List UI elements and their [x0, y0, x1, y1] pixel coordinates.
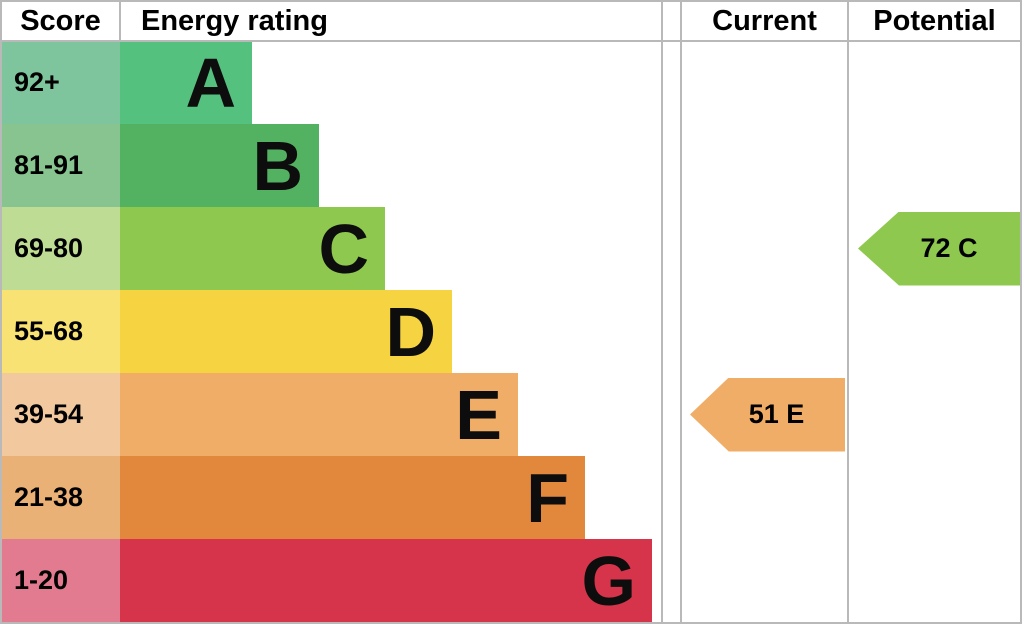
current-rating-label: 51 E [748, 399, 805, 429]
band-letter: C [318, 209, 369, 288]
band-row: 39-54 E [2, 373, 1020, 456]
band-score-cell: 92+ [2, 41, 120, 124]
rating-area-divider-line [661, 0, 663, 624]
band-score-label: 81-91 [14, 150, 84, 180]
band-score-label: 1-20 [14, 565, 69, 595]
band-score-cell: 21-38 [2, 456, 120, 539]
band-score-cell: 55-68 [2, 290, 120, 373]
score-header-divider-line [119, 0, 121, 42]
band-row: 92+ A [2, 41, 1020, 124]
score-column-header: Score [20, 5, 101, 37]
band-row: 21-38 F [2, 456, 1020, 539]
frame-bottom-border [0, 622, 1022, 624]
band-row: 69-80 C [2, 207, 1020, 290]
band-letter: A [185, 43, 236, 122]
band-letter: F [526, 458, 569, 537]
band-letter: D [385, 292, 436, 371]
band-row: 81-91 B [2, 124, 1020, 207]
band-bar: B [120, 124, 319, 207]
band-score-cell: 39-54 [2, 373, 120, 456]
frame-left-border [0, 0, 2, 624]
potential-rating-label: 72 C [920, 233, 978, 263]
band-score-label: 69-80 [14, 233, 84, 263]
band-score-label: 55-68 [14, 316, 84, 346]
band-bar: E [120, 373, 518, 456]
band-score-cell: 1-20 [2, 539, 120, 622]
band-letter: E [455, 375, 502, 454]
band-letter: G [581, 541, 636, 620]
band-score-label: 39-54 [14, 399, 84, 429]
energy-rating-column-header: Energy rating [141, 5, 328, 37]
frame-top-border [0, 0, 1022, 2]
current-column-header: Current [712, 5, 817, 37]
header-divider-line [0, 40, 1022, 42]
band-score-label: 21-38 [14, 482, 84, 512]
band-bar: D [120, 290, 452, 373]
current-column-divider-line [680, 0, 682, 624]
band-bar: G [120, 539, 652, 622]
potential-column-header: Potential [873, 5, 996, 37]
frame-right-border [1020, 0, 1022, 624]
band-bar: F [120, 456, 585, 539]
band-score-label: 92+ [14, 67, 60, 97]
potential-column-divider-line [847, 0, 849, 624]
band-bar: A [120, 41, 252, 124]
band-row: 1-20 G [2, 539, 1020, 622]
band-letter: B [252, 126, 303, 205]
band-score-cell: 69-80 [2, 207, 120, 290]
band-score-cell: 81-91 [2, 124, 120, 207]
band-row: 55-68 D [2, 290, 1020, 373]
band-bar: C [120, 207, 385, 290]
